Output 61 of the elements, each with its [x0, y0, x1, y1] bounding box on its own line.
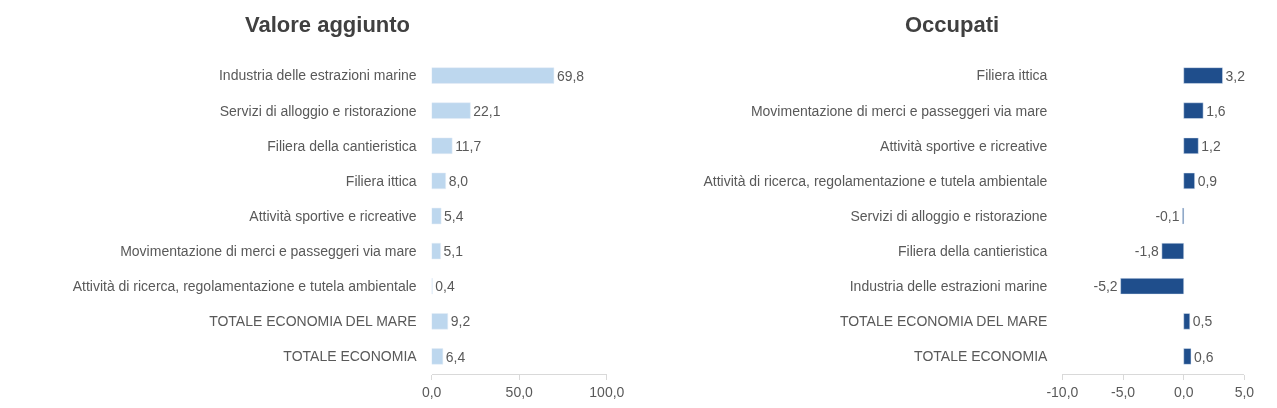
y-tick-label: Attività di ricerca, regolamentazione e tutela ambientale: [72, 278, 417, 295]
y-tick-label: Movimentazione di merci e passeggeri via mare: [120, 243, 417, 260]
data-label: -0,1: [1155, 208, 1180, 225]
x-tick-label: 50,0: [505, 383, 534, 400]
bar: [431, 242, 441, 260]
data-label: 69,8: [556, 67, 585, 84]
data-label: 5,1: [443, 243, 464, 260]
bar: [431, 102, 471, 119]
y-tick-label: Attività sportive e ricreative: [249, 207, 417, 224]
bar: [431, 313, 448, 330]
bar: [1183, 137, 1199, 154]
bar: [1183, 102, 1204, 119]
x-tick-label: -10,0: [1046, 383, 1079, 400]
y-tick-label: Attività sportive e ricreative: [880, 137, 1048, 154]
data-label: 22,1: [473, 102, 501, 119]
data-label: 5,4: [444, 208, 464, 225]
bar: [1183, 348, 1192, 365]
y-tick-label: Servizi di alloggio e ristorazione: [850, 207, 1048, 224]
data-label: -1,8: [1134, 243, 1160, 260]
x-tick-label: 5,0: [1234, 383, 1255, 400]
bar: [1183, 172, 1195, 190]
data-label: 0,5: [1192, 313, 1213, 330]
y-tick-label: Filiera ittica: [345, 172, 417, 189]
bar: [431, 137, 453, 154]
y-tick-label: TOTALE ECONOMIA: [914, 348, 1049, 365]
y-tick-label: Filiera della cantieristica: [897, 243, 1048, 260]
bar: [1120, 278, 1184, 295]
y-tick-label: Attività di ricerca, regolamentazione e tutela ambientale: [703, 172, 1048, 189]
y-tick-label: TOTALE ECONOMIA DEL MARE: [839, 313, 1048, 330]
bar: [1183, 313, 1191, 330]
data-label: -5,2: [1093, 278, 1118, 295]
x-tick-label: 0,0: [1173, 383, 1194, 400]
data-label: 0,4: [435, 278, 455, 295]
data-label: 1,2: [1201, 137, 1221, 154]
y-tick-label: TOTALE ECONOMIA DEL MARE: [209, 313, 417, 330]
chart-title: Valore aggiunto: [245, 12, 411, 37]
y-tick-label: TOTALE ECONOMIA: [283, 348, 418, 365]
y-tick-label: Movimentazione di merci e passeggeri via mare: [750, 102, 1048, 119]
data-label: 9,2: [450, 313, 471, 330]
x-tick-label: 100,0: [589, 383, 625, 400]
data-label: 0,6: [1194, 348, 1214, 365]
y-tick-label: Servizi di alloggio e ristorazione: [219, 102, 417, 119]
y-tick-label: Filiera della cantieristica: [267, 137, 417, 154]
bar: [431, 67, 555, 84]
bar: [431, 207, 442, 225]
bar: [431, 172, 446, 190]
data-label: 6,4: [445, 348, 466, 365]
data-label: 3,2: [1225, 67, 1246, 84]
data-label: 8,0: [448, 173, 469, 189]
y-tick-label: Industria delle estrazioni marine: [849, 278, 1048, 295]
x-tick-label: -5,0: [1110, 383, 1136, 400]
x-tick-label: 0,0: [421, 383, 442, 400]
y-tick-label: Industria delle estrazioni marine: [218, 67, 417, 84]
bar: [1161, 242, 1184, 260]
data-label: 1,6: [1206, 102, 1226, 119]
data-label: 11,7: [455, 137, 482, 154]
chart-title: Occupati: [905, 12, 1000, 37]
y-tick-label: Filiera ittica: [976, 67, 1048, 84]
bar: [1183, 67, 1223, 84]
bar: [431, 348, 444, 365]
data-label: 0,9: [1197, 173, 1218, 189]
